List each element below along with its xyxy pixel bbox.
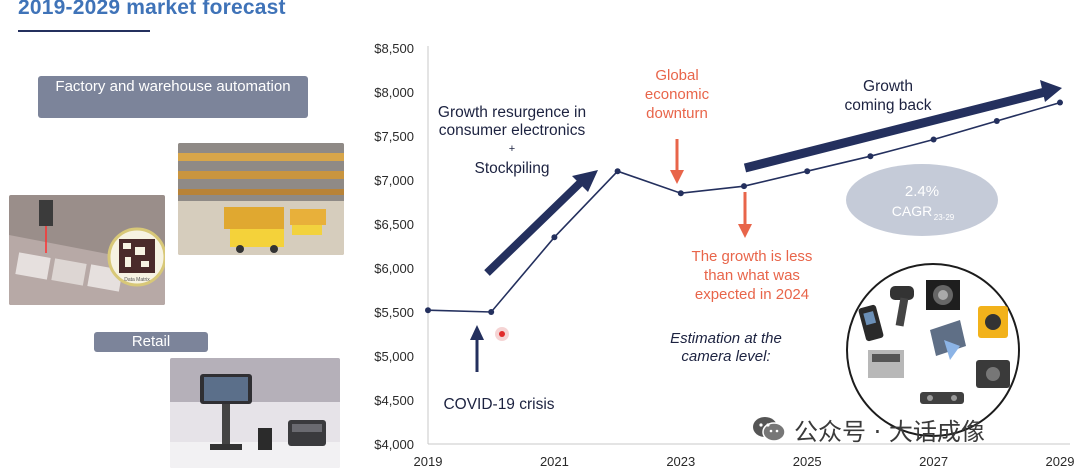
cagr-value: 2.4% bbox=[905, 183, 939, 200]
cursor-indicator-icon bbox=[495, 327, 509, 341]
y-tick-label: $4,500 bbox=[374, 393, 414, 408]
warehouse-robot-illustration bbox=[178, 143, 344, 255]
watermark: 公众号 · 大话成像 bbox=[752, 412, 1052, 446]
retail-pos-photo bbox=[170, 358, 340, 468]
barcode-gun-icon bbox=[890, 286, 914, 327]
data-point bbox=[804, 168, 811, 175]
compact-camera-icon bbox=[976, 360, 1010, 388]
downturn-line-1: Global bbox=[655, 67, 698, 84]
retail-pos-illustration bbox=[170, 358, 340, 468]
conveyor-scanner-photo: Data Matrix bbox=[9, 195, 165, 305]
data-point bbox=[1057, 99, 1063, 106]
covid-crisis-label: COVID-19 crisis bbox=[443, 396, 554, 413]
warehouse-robot-photo bbox=[178, 143, 344, 255]
x-tick-label: 2025 bbox=[793, 454, 822, 469]
y-tick-label: $7,000 bbox=[374, 173, 414, 188]
growth-arrow-comeback bbox=[743, 80, 1062, 173]
data-point bbox=[551, 234, 558, 241]
estimation-line-1: Estimation at the bbox=[670, 330, 782, 347]
resurgence-plus: + bbox=[509, 143, 515, 155]
resurgence-line-1: Growth resurgence in bbox=[438, 104, 586, 121]
less-growth-line-3: expected in 2024 bbox=[695, 286, 809, 303]
estimation-line-2: camera level: bbox=[681, 348, 770, 365]
bioptic-scanner-icon bbox=[868, 350, 904, 378]
less-growth-line-2: than what was bbox=[704, 267, 800, 284]
x-tick-label: 2027 bbox=[919, 454, 948, 469]
cagr-label: CAGR bbox=[892, 203, 932, 219]
fixed-scanner-icon bbox=[930, 320, 966, 360]
y-tick-label: $5,000 bbox=[374, 349, 414, 364]
x-tick-labels: 2019 2021 2023 2025 2027 2029 bbox=[414, 454, 1075, 469]
comeback-line-1: Growth bbox=[863, 78, 913, 95]
data-point bbox=[488, 309, 495, 315]
retail-label: Retail bbox=[94, 332, 208, 352]
less-growth-arrow bbox=[738, 192, 752, 238]
retail-label-text: Retail bbox=[131, 333, 171, 350]
less-growth-line-1: The growth is less bbox=[692, 248, 813, 265]
data-matrix-caption: Data Matrix bbox=[124, 277, 150, 283]
smart-camera-icon bbox=[978, 306, 1008, 338]
x-tick-label: 2029 bbox=[1046, 454, 1075, 469]
comeback-line-2: coming back bbox=[844, 97, 931, 114]
cagr-bubble bbox=[846, 164, 998, 236]
conveyor-scanner-illustration: Data Matrix bbox=[9, 195, 165, 305]
data-point bbox=[741, 183, 747, 190]
downturn-line-3: downturn bbox=[646, 105, 708, 122]
wechat-icon bbox=[753, 417, 786, 442]
y-tick-labels: $4,000 $4,500 $5,000 $5,500 $6,000 $6,500 $7,0… bbox=[374, 41, 414, 452]
handheld-scanner-icon bbox=[858, 304, 884, 342]
resurgence-line-2: consumer electronics bbox=[439, 122, 586, 139]
data-point bbox=[677, 190, 684, 197]
machine-vision-camera-icon bbox=[926, 280, 960, 310]
y-tick-label: $8,000 bbox=[374, 85, 414, 100]
depth-camera-icon bbox=[920, 392, 964, 404]
forecast-series-points bbox=[425, 99, 1063, 315]
x-tick-label: 2023 bbox=[666, 454, 695, 469]
y-tick-label: $6,000 bbox=[374, 261, 414, 276]
factory-label-text: Factory and warehouse automation bbox=[55, 78, 291, 95]
title-underline bbox=[18, 30, 150, 32]
data-point bbox=[425, 307, 431, 314]
y-tick-label: $6,500 bbox=[374, 217, 414, 232]
watermark-text: 公众号 · 大话成像 bbox=[794, 417, 985, 446]
downturn-line-2: economic bbox=[645, 86, 710, 103]
x-tick-label: 2019 bbox=[414, 454, 443, 469]
y-tick-label: $4,000 bbox=[374, 437, 414, 452]
cagr-subscript: 23-29 bbox=[934, 213, 955, 222]
data-point bbox=[993, 118, 1000, 125]
covid-up-arrow bbox=[470, 325, 484, 372]
data-point bbox=[614, 168, 621, 175]
y-tick-label: $5,500 bbox=[374, 305, 414, 320]
downturn-arrow bbox=[670, 139, 684, 184]
data-point bbox=[867, 153, 874, 160]
factory-label: Factory and warehouse automation bbox=[38, 76, 308, 118]
resurgence-line-3: Stockpiling bbox=[475, 160, 550, 177]
slide-title: 2019-2029 market forecast bbox=[18, 0, 286, 19]
data-point bbox=[930, 136, 937, 143]
y-tick-label: $7,500 bbox=[374, 129, 414, 144]
y-tick-label: $8,500 bbox=[374, 41, 414, 56]
x-tick-label: 2021 bbox=[540, 454, 569, 469]
camera-products-circle bbox=[846, 263, 1020, 437]
growth-arrow-covid bbox=[484, 170, 598, 276]
